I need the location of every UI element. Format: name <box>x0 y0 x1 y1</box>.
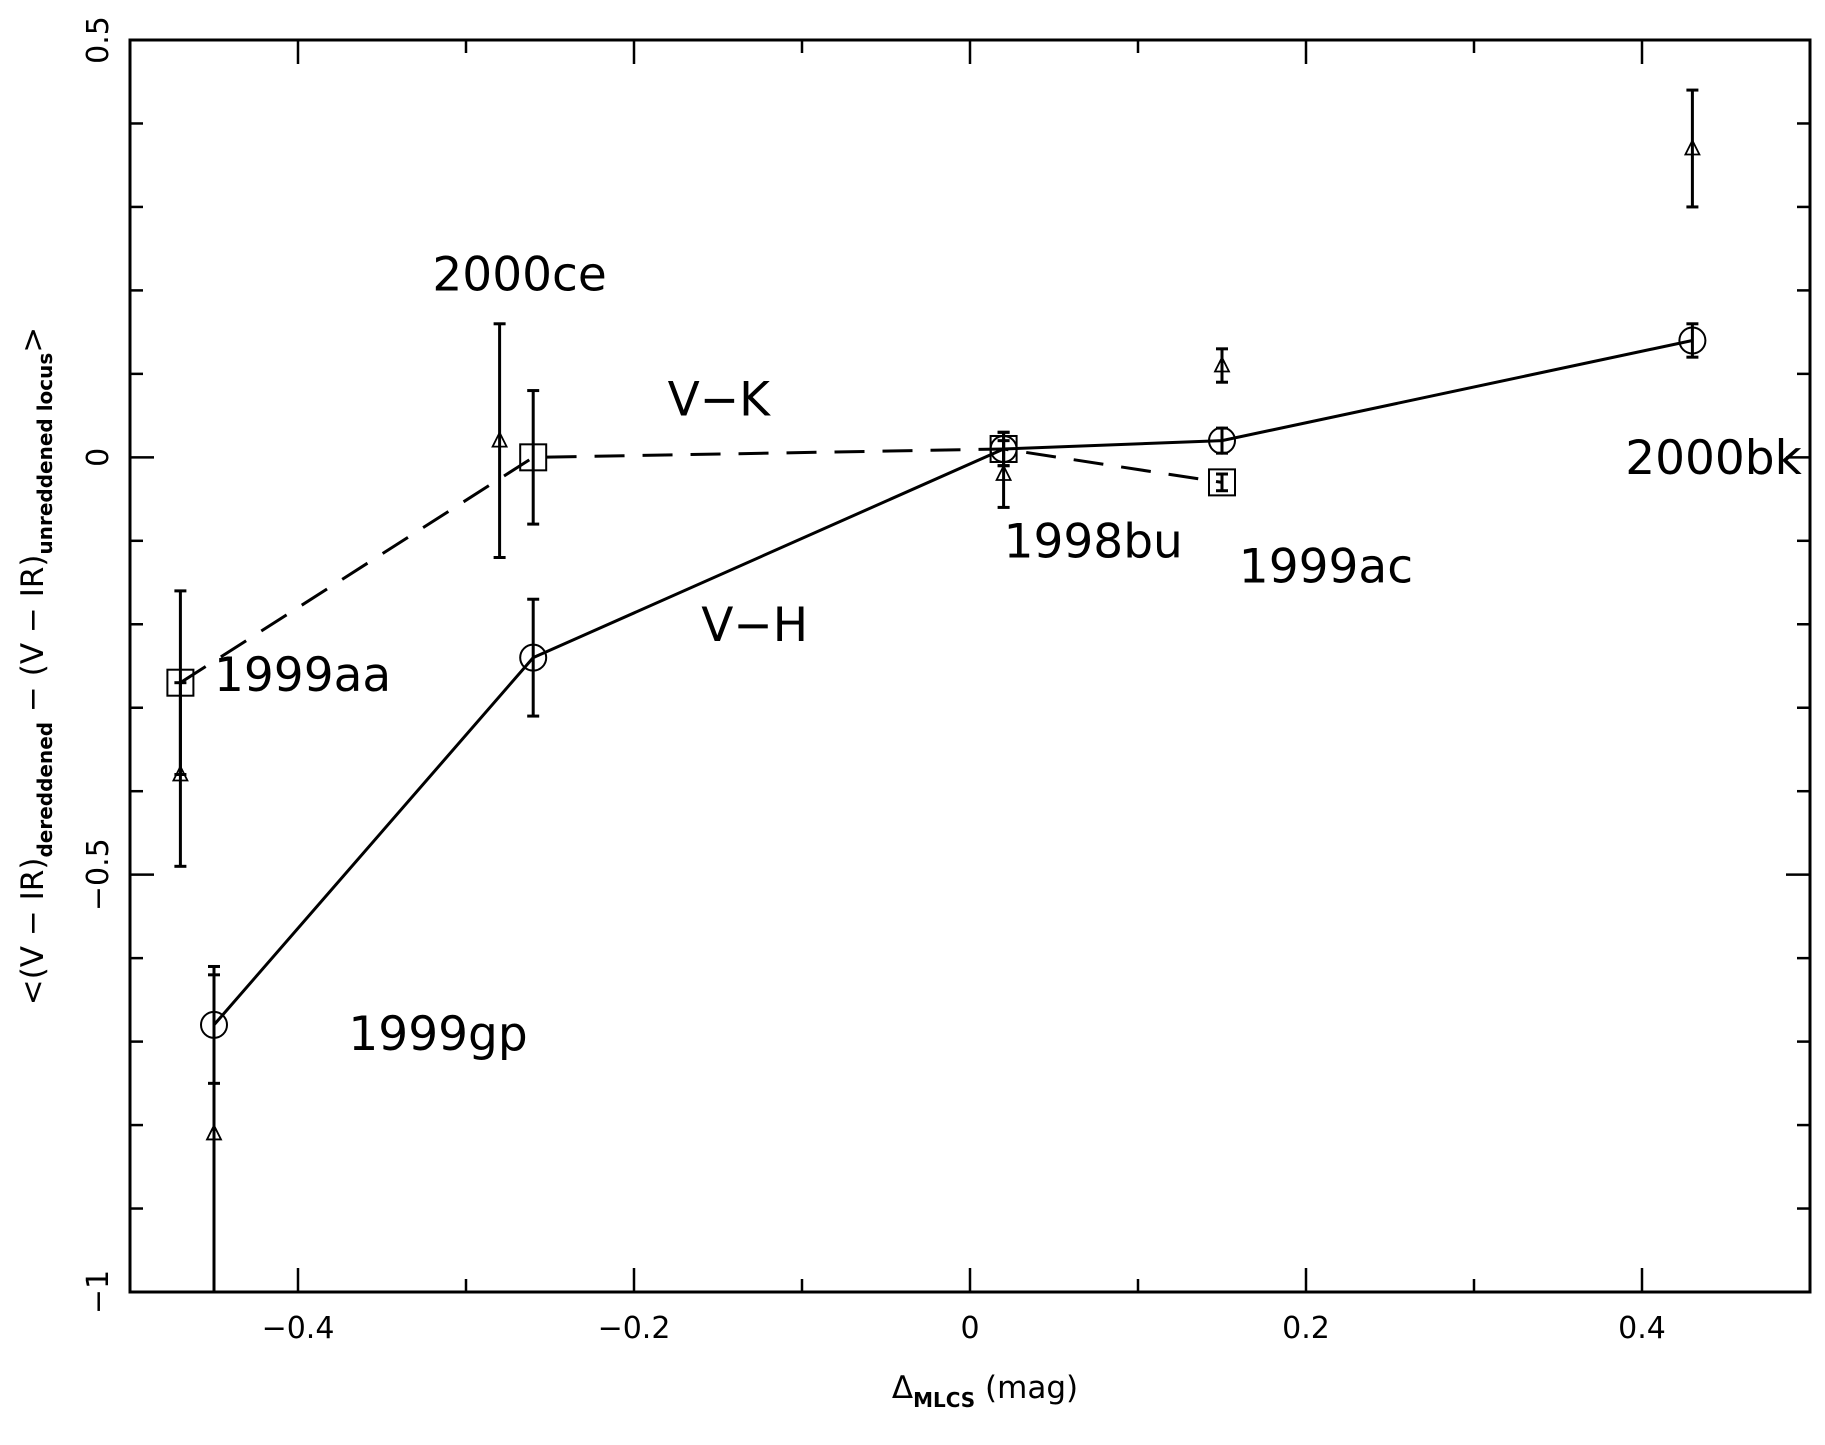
annotation-label: V−K <box>668 373 772 428</box>
y-axis-title-sub1: dereddened <box>33 722 57 858</box>
annotation-label: 2000bk <box>1625 431 1802 486</box>
square-marker <box>166 668 195 697</box>
x-tick-label: −0.4 <box>262 1311 335 1346</box>
x-axis-title-sub: MLCS <box>913 1388 975 1412</box>
error-bars <box>174 88 1699 1292</box>
y-tick-label: 0.5 <box>81 16 116 64</box>
square-marker <box>519 443 548 472</box>
series-line <box>179 447 1223 684</box>
x-axis-title: ΔMLCS (mag) <box>892 1370 1078 1412</box>
y-axis-title-part1: <(V − IR) <box>15 858 51 1006</box>
square-marker <box>989 434 1018 463</box>
annotation-label: 2000ce <box>432 247 606 302</box>
x-tick-labels: −0.4 −0.2 0 0.2 0.4 <box>262 1311 1666 1346</box>
triangle-marker <box>1213 355 1231 373</box>
y-tick-label: 0 <box>81 448 116 467</box>
x-axis-title-main: Δ <box>892 1370 913 1406</box>
triangle-marker <box>205 1123 223 1141</box>
axis-ticks <box>128 38 1812 1294</box>
y-axis-title-part3: > <box>15 327 51 353</box>
triangle-marker <box>491 430 509 448</box>
triangle-marker <box>995 464 1013 481</box>
circle-marker <box>519 643 548 672</box>
x-axis-title-rest: (mag) <box>975 1370 1078 1406</box>
x-tick-label: 0.4 <box>1618 1311 1666 1346</box>
circle-marker <box>200 1010 228 1039</box>
x-tick-label: 0.2 <box>1282 1311 1330 1346</box>
square-marker <box>1208 468 1236 497</box>
annotation-label: 1999gp <box>348 1007 527 1062</box>
triangle-marker <box>171 764 189 782</box>
triangle-marker <box>1683 138 1701 156</box>
annotation-label: 1999ac <box>1239 540 1413 595</box>
series-lines <box>179 339 1693 1026</box>
circle-marker <box>1208 426 1236 455</box>
data-markers <box>166 138 1707 1141</box>
y-axis-title-part2: − (V − IR) <box>15 554 51 721</box>
annotation-label: 1999aa <box>214 648 391 703</box>
y-tick-labels: −1 −0.5 0 0.5 <box>81 16 116 1314</box>
x-tick-label: −0.2 <box>598 1311 671 1346</box>
annotations: 2000ce V−K 1999aa V−H 1998bu 1999ac 2000bk 1999… <box>214 247 1803 1062</box>
series-line <box>212 339 1693 1026</box>
y-axis-title-sub2: unreddened locus <box>33 353 57 555</box>
y-axis-title: <(V − IR)dereddened − (V − IR)unreddened… <box>15 327 57 1006</box>
x-tick-label: 0 <box>960 1311 979 1346</box>
annotation-label: 1998bu <box>1004 514 1183 569</box>
circle-marker <box>1678 326 1707 355</box>
y-tick-label: −1 <box>81 1270 116 1314</box>
annotation-label: V−H <box>701 598 808 653</box>
y-tick-label: −0.5 <box>81 838 116 911</box>
